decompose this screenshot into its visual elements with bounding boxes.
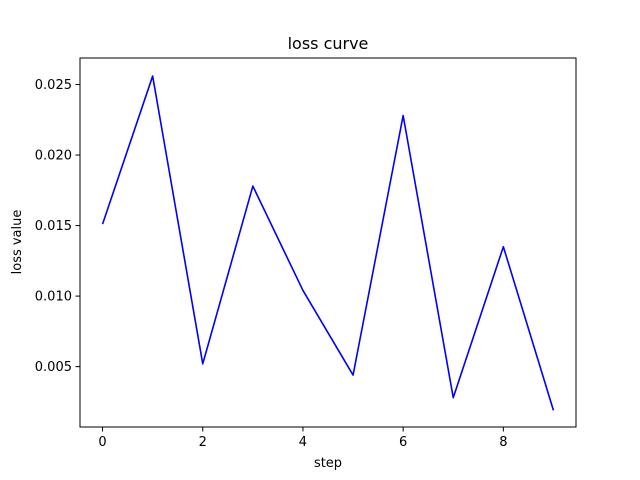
- plot-background: [80, 58, 576, 427]
- y-tick-label: 0.025: [35, 78, 72, 93]
- x-tick-label: 0: [98, 435, 106, 450]
- x-tick-label: 6: [399, 435, 407, 450]
- x-tick-label: 2: [199, 435, 207, 450]
- y-tick-label: 0.005: [35, 360, 72, 375]
- y-axis-label: loss value: [10, 210, 25, 275]
- plot-area: [80, 58, 576, 427]
- y-tick-label: 0.015: [35, 219, 72, 234]
- y-tick-label: 0.020: [35, 149, 72, 164]
- chart-title: loss curve: [288, 34, 369, 53]
- ticks: 0 2 4 6 8 0.005 0.010 0.015 0.020 0.025: [35, 78, 508, 450]
- series-line-0: [101, 75, 555, 411]
- y-tick-label: 0.010: [35, 290, 72, 305]
- axes-frame: [79, 57, 577, 428]
- series-group: [101, 75, 555, 411]
- axes: [79, 57, 577, 428]
- x-tick-label: 4: [299, 435, 307, 450]
- x-axis-label: step: [314, 456, 342, 471]
- x-tick-label: 8: [499, 435, 507, 450]
